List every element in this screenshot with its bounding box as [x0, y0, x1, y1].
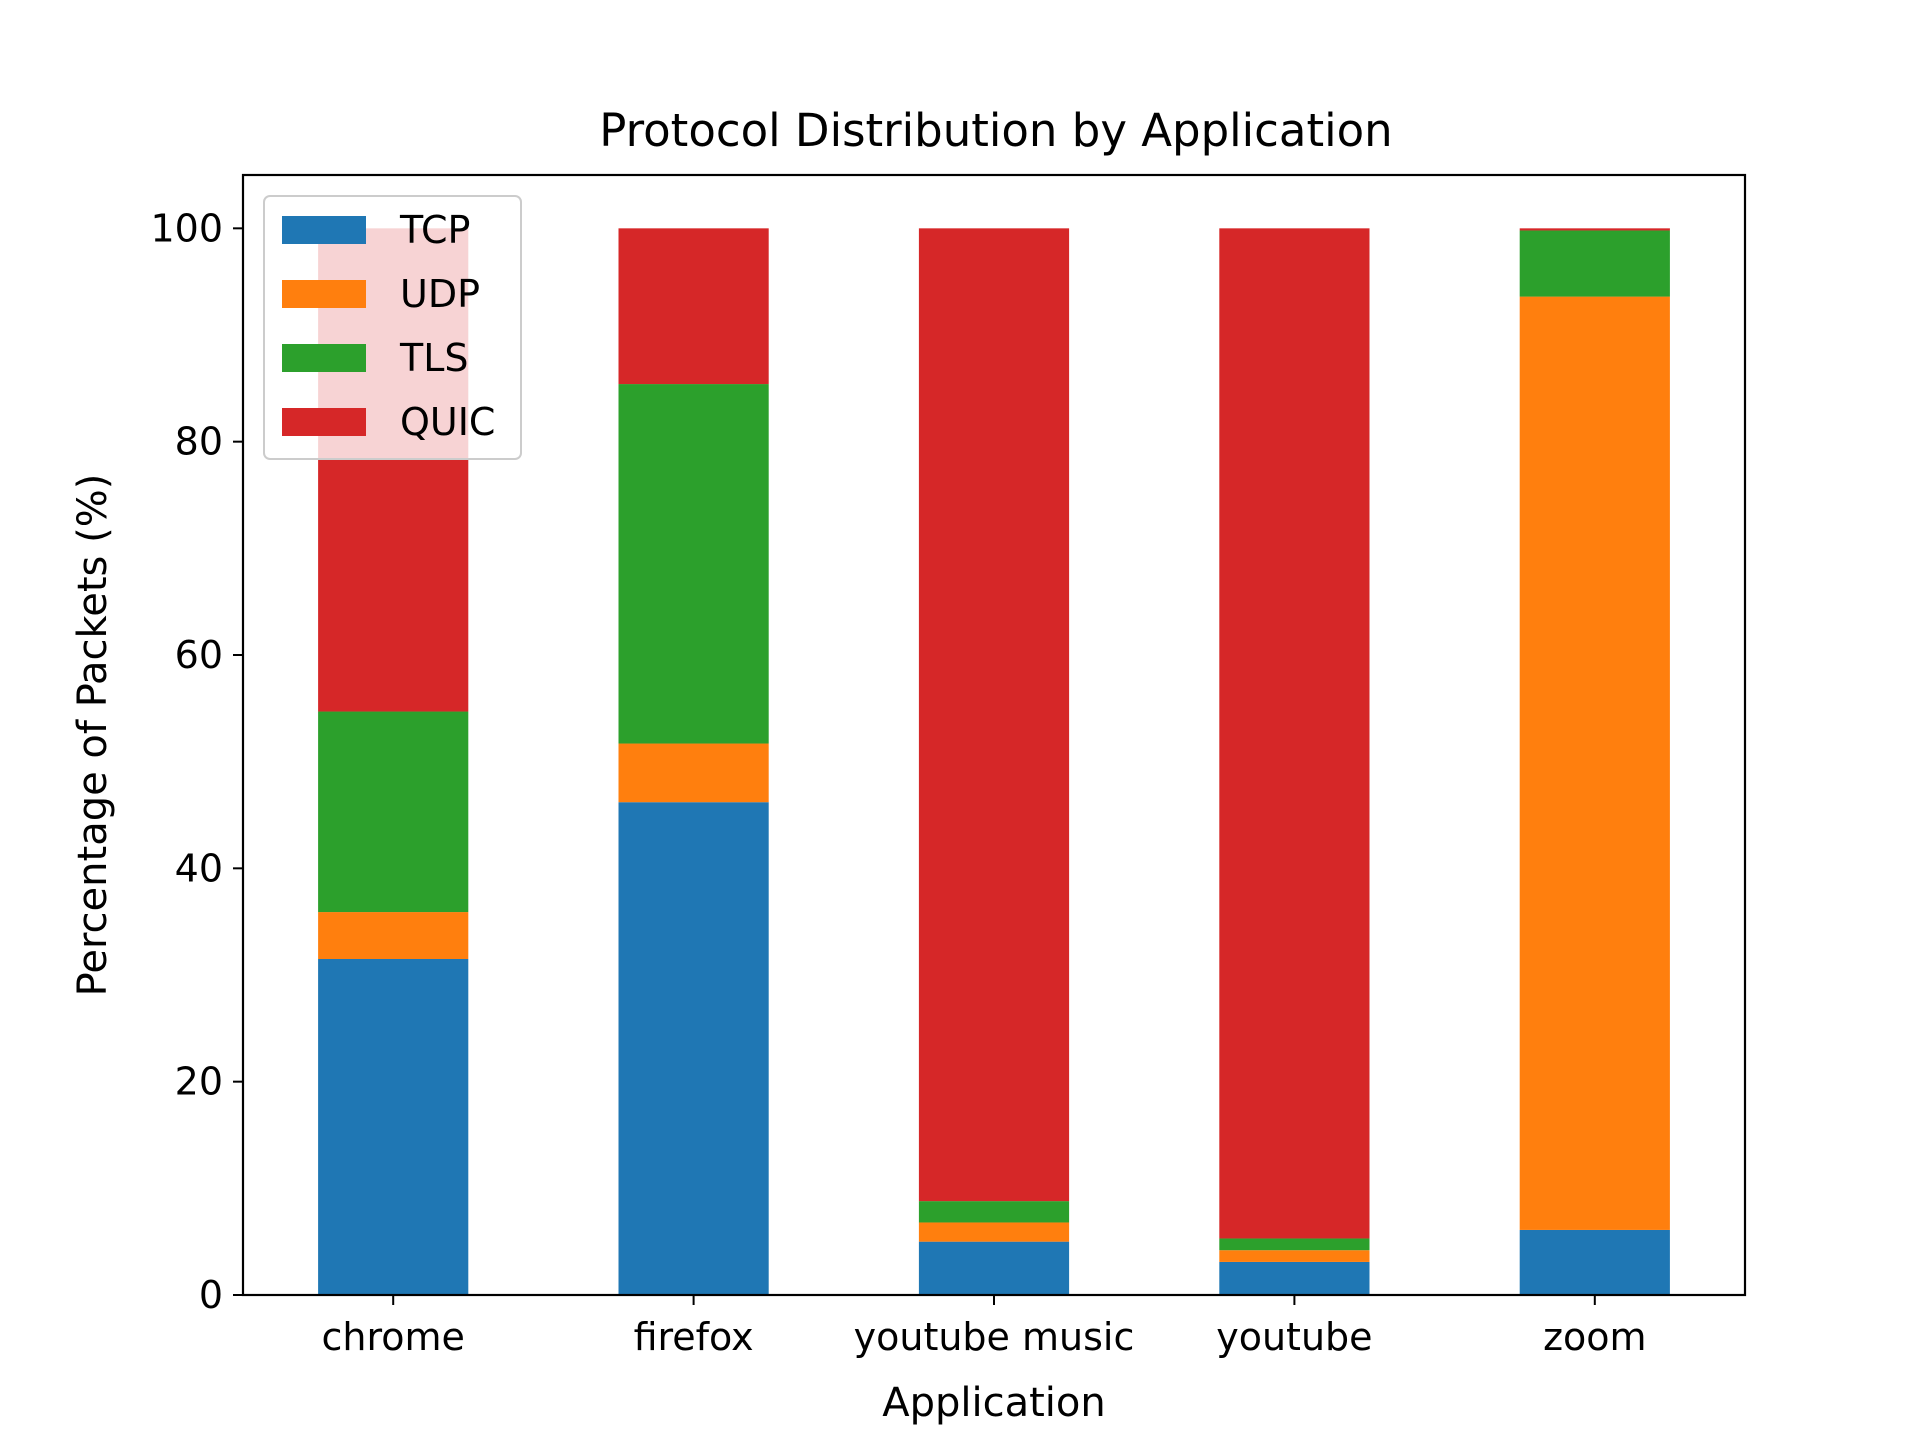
x-tick-label: youtube music [854, 1315, 1135, 1359]
legend: TCP UDP TLS QUIC [263, 195, 522, 460]
x-tick-label: chrome [321, 1315, 464, 1359]
bar-udp-chrome [318, 912, 469, 959]
bar-tls-firefox [618, 384, 769, 744]
legend-label-tls: TLS [399, 336, 469, 380]
legend-swatch-tcp [282, 216, 366, 244]
bar-udp-firefox [618, 743, 769, 803]
legend-swatch-udp [282, 280, 366, 308]
x-tick-label: youtube [1216, 1315, 1372, 1359]
bar-tls-youtube [1219, 1238, 1370, 1251]
bar-tcp-youtube-music [918, 1241, 1070, 1295]
y-tick-label: 60 [175, 633, 223, 677]
y-tick-label: 100 [150, 206, 223, 250]
y-tick-label: 80 [175, 420, 223, 464]
y-axis-label: Percentage of Packets (%) [70, 474, 116, 997]
bar-tls-chrome [318, 711, 469, 913]
bar-quic-youtube-music [918, 228, 1070, 1202]
bar-tcp-zoom [1519, 1229, 1670, 1295]
legend-label-udp: UDP [400, 272, 480, 316]
legend-swatch-quic [282, 408, 366, 436]
bar-quic-youtube [1219, 228, 1370, 1239]
bar-tcp-youtube [1219, 1261, 1370, 1295]
legend-label-quic: QUIC [400, 400, 495, 444]
x-tick-label: zoom [1543, 1315, 1646, 1359]
legend-swatch-tls [282, 344, 366, 372]
bar-quic-firefox [618, 228, 769, 385]
legend-box [263, 195, 522, 460]
chart-title: Protocol Distribution by Application [599, 104, 1392, 157]
bar-udp-youtube [1219, 1250, 1370, 1262]
y-tick-label: 0 [199, 1273, 223, 1317]
bar-quic-zoom [1519, 228, 1670, 231]
x-axis-label: Application [882, 1380, 1106, 1426]
bar-udp-zoom [1519, 296, 1670, 1230]
axes-group: 0 20 40 60 80 100 chrome firefox youtube music yo… [150, 173, 1747, 1359]
bar-tls-zoom [1519, 230, 1670, 297]
bar-tcp-firefox [618, 802, 769, 1295]
y-tick-label: 40 [175, 846, 223, 890]
legend-label-tcp: TCP [399, 208, 470, 252]
bar-udp-youtube-music [918, 1222, 1070, 1242]
bar-tcp-chrome [318, 959, 469, 1295]
y-tick-label: 20 [175, 1060, 223, 1104]
x-tick-label: firefox [634, 1315, 754, 1359]
bar-tls-youtube-music [918, 1201, 1070, 1223]
